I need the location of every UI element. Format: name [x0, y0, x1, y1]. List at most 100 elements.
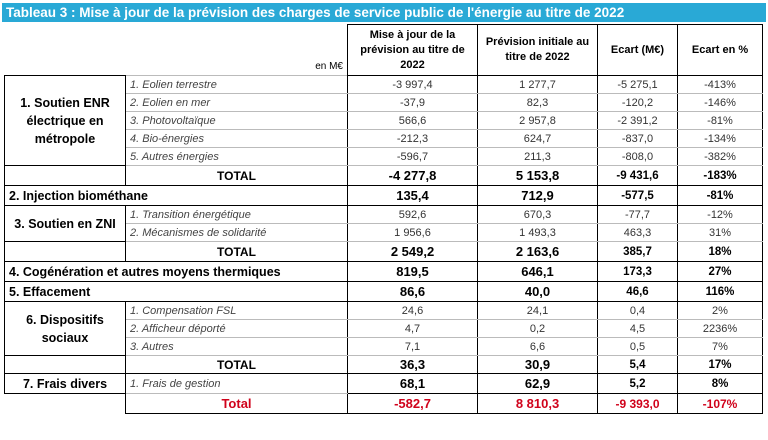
total-update: 36,3	[347, 355, 478, 374]
cell-ecart: -77,7	[597, 205, 678, 224]
cell-ecart: 46,6	[597, 281, 678, 302]
cell-pct: -146%	[677, 93, 763, 112]
total-initial: 2 163,6	[477, 241, 598, 262]
section-label-s1: 1. Soutien ENR électrique en métropole	[4, 75, 126, 166]
grand-total-label: Total	[125, 393, 348, 414]
cell-ecart: 173,3	[597, 261, 678, 282]
row-label: 2. Afficheur déporté	[125, 319, 348, 338]
cell-update: -3 997,4	[347, 75, 478, 94]
cell-update: 135,4	[347, 185, 478, 206]
total-label: TOTAL	[125, 355, 348, 374]
row-label: 1. Eolien terrestre	[125, 75, 348, 94]
cell-update: 24,6	[347, 301, 478, 320]
col-header-update: Mise à jour de la prévision au titre de …	[347, 24, 478, 76]
total-initial: 5 153,8	[477, 165, 598, 186]
row-label: 3. Autres	[125, 337, 348, 356]
cell-update: 7,1	[347, 337, 478, 356]
total-ecart: -9 431,6	[597, 165, 678, 186]
cell-pct: 8%	[677, 373, 763, 394]
grand-total-row: Total -582,7 8 810,3 -9 393,0 -107%	[5, 393, 763, 414]
cell-pct: -81%	[677, 185, 763, 206]
cell-ecart: 0,4	[597, 301, 678, 320]
cell-initial: 646,1	[477, 261, 598, 282]
table-row: 2. Injection biométhane 135,4 712,9 -577…	[4, 185, 763, 206]
cell-update: 68,1	[347, 373, 478, 394]
cell-pct: 31%	[677, 223, 763, 242]
cell-update: 86,6	[347, 281, 478, 302]
total-initial: 30,9	[477, 355, 598, 374]
cell-pct: 2%	[677, 301, 763, 320]
total-ecart: 385,7	[597, 241, 678, 262]
cell-update: -596,7	[347, 147, 478, 166]
cell-ecart: -837,0	[597, 129, 678, 148]
total-label: TOTAL	[125, 165, 348, 186]
cell-initial: 24,1	[477, 301, 598, 320]
cell-ecart: -5 275,1	[597, 75, 678, 94]
cell-initial: 40,0	[477, 281, 598, 302]
unit-label: en M€	[315, 61, 343, 72]
header-blank	[5, 25, 126, 76]
cell-update: 592,6	[347, 205, 478, 224]
grand-total-pct: -107%	[677, 393, 763, 414]
cell-ecart: -808,0	[597, 147, 678, 166]
cell-pct: -413%	[677, 75, 763, 94]
row-label: 1. Frais de gestion	[125, 373, 348, 394]
total-spacer	[4, 241, 126, 262]
grand-total-ecart: -9 393,0	[597, 393, 678, 414]
table-row: 1. Soutien ENR électrique en métropole 1…	[4, 75, 763, 166]
cell-ecart: 4,5	[597, 319, 678, 338]
cell-pct: 2236%	[677, 319, 763, 338]
grand-total-update: -582,7	[347, 393, 478, 414]
table-row: 4. Bio-énergies -212,3 624,7 -837,0 -134…	[5, 129, 763, 148]
cell-update: 1 956,6	[347, 223, 478, 242]
section-total-row: TOTAL 2 549,2 2 163,6 385,7 18%	[4, 241, 763, 262]
cell-pct: 27%	[677, 261, 763, 282]
cell-pct: -12%	[677, 205, 763, 224]
charges-table: en M€ Mise à jour de la prévision au tit…	[4, 24, 763, 414]
table-row: 3. Soutien en ZNI 1. Transition énergéti…	[4, 205, 763, 242]
col-header-ecart: Ecart (M€)	[597, 24, 678, 76]
cell-ecart: -577,5	[597, 185, 678, 206]
table-row: 6. Dispositifs sociaux 1. Compensation F…	[4, 301, 763, 356]
row-label: 3. Photovoltaïque	[125, 111, 348, 130]
cell-initial: 6,6	[477, 337, 598, 356]
section-label-s7: 7. Frais divers	[4, 373, 126, 394]
total-ecart: 5,4	[597, 355, 678, 374]
cell-initial: 62,9	[477, 373, 598, 394]
cell-pct: -134%	[677, 129, 763, 148]
row-label: 2. Mécanismes de solidarité	[125, 223, 348, 242]
cell-update: -37,9	[347, 93, 478, 112]
table-title: Tableau 3 : Mise à jour de la prévision …	[2, 3, 766, 22]
header-row: en M€ Mise à jour de la prévision au tit…	[5, 24, 763, 76]
total-update: 2 549,2	[347, 241, 478, 262]
cell-pct: -81%	[677, 111, 763, 130]
cell-ecart: 0,5	[597, 337, 678, 356]
grand-total-spacer	[5, 394, 126, 414]
cell-ecart: -120,2	[597, 93, 678, 112]
cell-update: -212,3	[347, 129, 478, 148]
row-label: 4. Bio-énergies	[125, 129, 348, 148]
cell-initial: 211,3	[477, 147, 598, 166]
cell-initial: 2 957,8	[477, 111, 598, 130]
section-label-s4: 4. Cogénération et autres moyens thermiq…	[4, 261, 348, 282]
table-row: 4. Cogénération et autres moyens thermiq…	[4, 261, 763, 282]
cell-ecart: -2 391,2	[597, 111, 678, 130]
cell-update: 4,7	[347, 319, 478, 338]
cell-update: 566,6	[347, 111, 478, 130]
total-pct: 18%	[677, 241, 763, 262]
cell-update: 819,5	[347, 261, 478, 282]
table-row: 5. Effacement 86,6 40,0 46,6 116%	[4, 281, 763, 302]
table-row: 2. Mécanismes de solidarité 1 956,6 1 49…	[5, 223, 763, 242]
total-label: TOTAL	[125, 241, 348, 262]
cell-initial: 1 277,7	[477, 75, 598, 94]
cell-pct: 116%	[677, 281, 763, 302]
section-total-row: TOTAL 36,3 30,9 5,4 17%	[4, 355, 763, 374]
section-label-s2: 2. Injection biométhane	[4, 185, 348, 206]
grand-total-initial: 8 810,3	[477, 393, 598, 414]
cell-pct: -382%	[677, 147, 763, 166]
total-spacer	[4, 165, 126, 186]
cell-initial: 0,2	[477, 319, 598, 338]
cell-initial: 1 493,3	[477, 223, 598, 242]
col-header-ecart-pct: Ecart en %	[677, 24, 763, 76]
